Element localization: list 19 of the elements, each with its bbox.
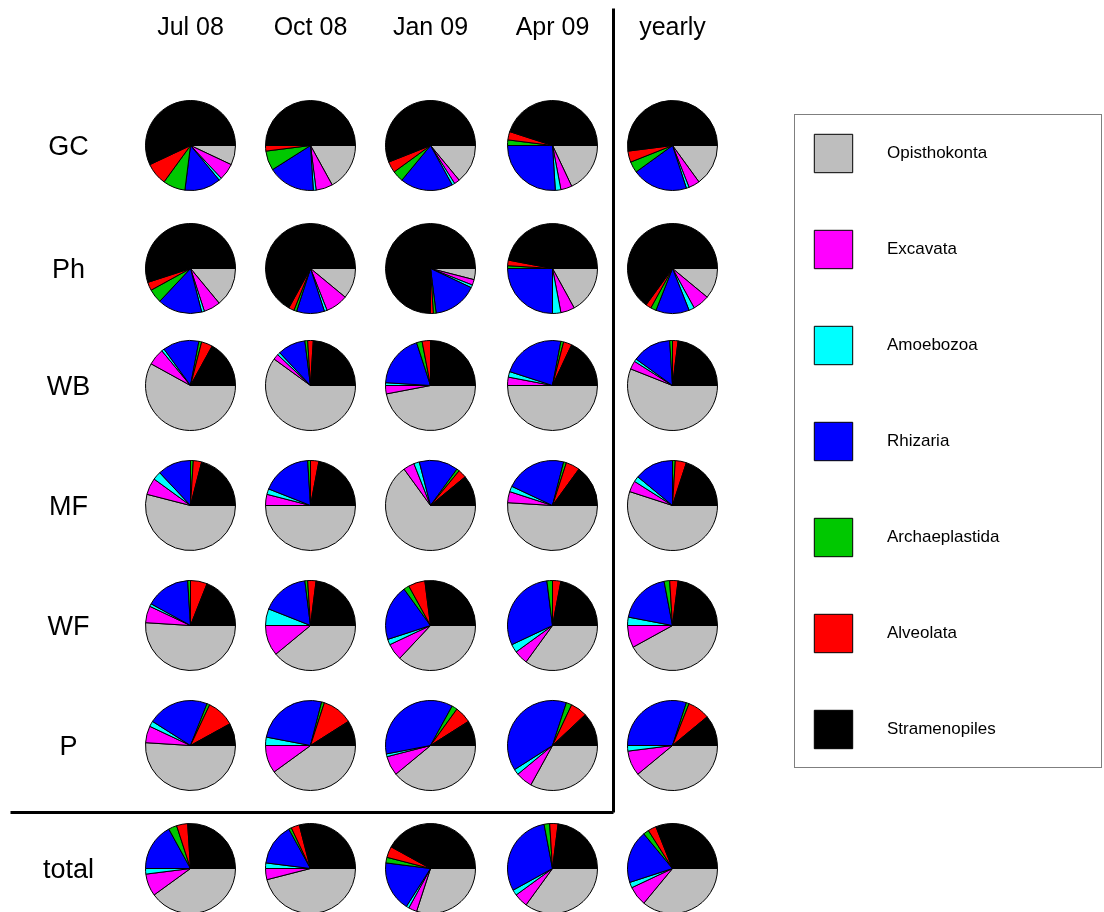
text: GC (48, 130, 89, 161)
chart-title: Jan 09 (392, 11, 469, 40)
legend-label: Excavata (887, 239, 958, 259)
text: P (59, 730, 78, 761)
chart-title: Apr 09 (515, 11, 590, 40)
text: MF (49, 490, 88, 521)
text: WF (47, 610, 90, 641)
legend-label: Stramenopiles (887, 719, 997, 739)
legend-label: Archaeplastida (887, 527, 1001, 547)
chart-title: yearly (639, 11, 707, 40)
legend-label: Opisthokonta (887, 143, 989, 163)
chart-title: Jul 08 (157, 11, 224, 40)
legend-label: Alveolata (887, 623, 958, 643)
chart-title: Oct 08 (273, 11, 348, 40)
legend-label: Rhizaria (887, 431, 951, 451)
legend-label: Amoebozoa (887, 335, 979, 355)
text: WB (46, 370, 91, 401)
text: total (42, 853, 95, 884)
text: Ph (51, 253, 86, 284)
